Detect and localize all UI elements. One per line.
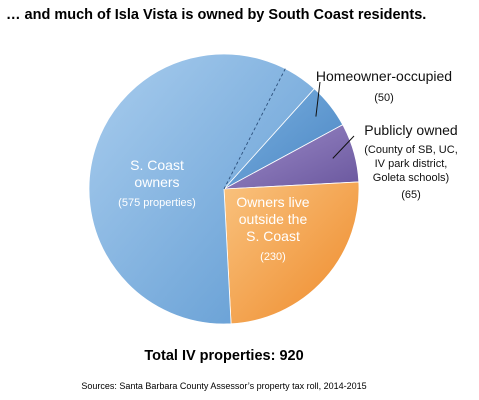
leader-line-homeowner [315, 81, 321, 117]
label-outside-name: Owners live [236, 194, 309, 210]
chart-title: … and much of Isla Vista is owned by Sou… [6, 7, 426, 23]
pie-slice-owners-live-outside-the-s-coast [223, 181, 360, 325]
label-public-detail: Goleta schools) [373, 172, 449, 184]
pie-slice-s-coast-owners [88, 53, 315, 325]
total-label: Total IV properties: 920 [144, 348, 303, 364]
label-homeowner-value: (50) [374, 92, 394, 104]
label-public-detail: IV park district, [375, 158, 448, 170]
label-public-detail: (County of SB, UC, [364, 144, 458, 156]
leader-line-public [332, 135, 355, 159]
label-outside-value: (230) [260, 251, 286, 263]
label-public-value: (65) [401, 189, 421, 201]
pie-divider-dashed [223, 68, 286, 190]
pie-labels: Homeowner-occupied (50) Publicly owned (Cou… [118, 68, 458, 263]
pie-slices [88, 53, 360, 325]
label-scoast-value: (575 properties) [118, 197, 196, 209]
source-note: Sources: Santa Barbara County Assessor’s… [81, 381, 366, 391]
label-outside-name: S. Coast [246, 228, 300, 244]
label-public-name: Publicly owned [364, 122, 457, 138]
label-homeowner-name: Homeowner-occupied [316, 68, 452, 84]
label-scoast-name: owners [134, 174, 179, 190]
label-outside-name: outside the [239, 211, 308, 227]
label-scoast-name: S. Coast [130, 157, 184, 173]
